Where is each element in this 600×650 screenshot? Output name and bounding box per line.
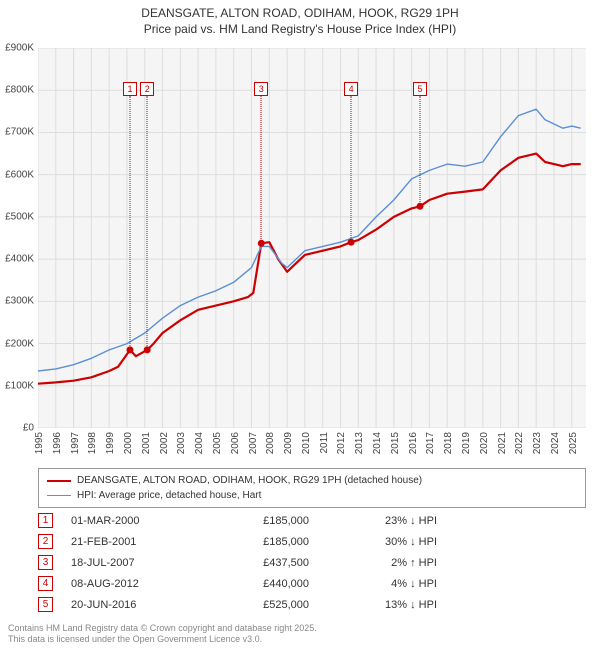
x-tick-label: 1997: [70, 432, 81, 454]
x-tick-label: 2021: [497, 432, 508, 454]
x-tick-label: 2000: [123, 432, 134, 454]
sale-diff: 2% ↑ HPI: [327, 557, 437, 569]
x-tick-label: 2023: [532, 432, 543, 454]
x-tick-label: 2008: [265, 432, 276, 454]
x-tick-label: 2005: [212, 432, 223, 454]
legend-item: HPI: Average price, detached house, Hart: [47, 488, 577, 503]
sale-marker: 3: [38, 555, 53, 570]
x-tick-label: 2011: [319, 432, 330, 454]
x-tick-label: 2010: [301, 432, 312, 454]
sale-price: £437,500: [209, 557, 309, 569]
y-tick-label: £0: [23, 423, 34, 434]
legend-swatch: [47, 480, 71, 482]
y-tick-label: £400K: [5, 254, 34, 265]
sales-table: 1 01-MAR-2000 £185,000 23% ↓ HPI 2 21-FEB-200…: [38, 510, 586, 615]
x-tick-label: 1999: [105, 432, 116, 454]
chart-marker: 5: [413, 82, 427, 96]
x-tick-label: 2018: [443, 432, 454, 454]
chart-title: DEANSGATE, ALTON ROAD, ODIHAM, HOOK, RG2…: [0, 0, 600, 37]
x-tick-label: 2019: [461, 432, 472, 454]
sale-row: 1 01-MAR-2000 £185,000 23% ↓ HPI: [38, 510, 586, 531]
chart-marker: 2: [140, 82, 154, 96]
legend: DEANSGATE, ALTON ROAD, ODIHAM, HOOK, RG2…: [38, 468, 586, 508]
y-tick-label: £200K: [5, 338, 34, 349]
x-tick-label: 1998: [87, 432, 98, 454]
chart-marker: 4: [344, 82, 358, 96]
y-tick-label: £700K: [5, 127, 34, 138]
x-tick-label: 2002: [159, 432, 170, 454]
marker-line: [147, 96, 148, 350]
x-tick-label: 2017: [425, 432, 436, 454]
x-tick-label: 2006: [230, 432, 241, 454]
title-line2: Price paid vs. HM Land Registry's House …: [0, 22, 600, 38]
x-tick-label: 2001: [141, 432, 152, 454]
x-tick-label: 2012: [336, 432, 347, 454]
y-tick-label: £800K: [5, 85, 34, 96]
marker-line: [261, 96, 262, 244]
y-tick-label: £300K: [5, 296, 34, 307]
x-tick-label: 2007: [248, 432, 259, 454]
y-tick-label: £900K: [5, 43, 34, 54]
y-tick-label: £600K: [5, 169, 34, 180]
marker-line: [129, 96, 130, 350]
x-tick-label: 2020: [479, 432, 490, 454]
chart-marker: 1: [123, 82, 137, 96]
footer-line1: Contains HM Land Registry data © Crown c…: [8, 623, 317, 635]
sale-price: £525,000: [209, 599, 309, 611]
sale-row: 3 18-JUL-2007 £437,500 2% ↑ HPI: [38, 552, 586, 573]
sale-price: £440,000: [209, 578, 309, 590]
sale-diff: 13% ↓ HPI: [327, 599, 437, 611]
x-tick-label: 2015: [390, 432, 401, 454]
y-axis: £0£100K£200K£300K£400K£500K£600K£700K£80…: [0, 48, 36, 428]
x-axis: 1995199619971998199920002001200220032004…: [38, 428, 586, 468]
sale-row: 5 20-JUN-2016 £525,000 13% ↓ HPI: [38, 594, 586, 615]
x-tick-label: 2014: [372, 432, 383, 454]
x-tick-label: 2016: [408, 432, 419, 454]
x-tick-label: 1996: [52, 432, 63, 454]
sale-row: 2 21-FEB-2001 £185,000 30% ↓ HPI: [38, 531, 586, 552]
plot-svg: [38, 48, 586, 428]
sale-diff: 23% ↓ HPI: [327, 515, 437, 527]
y-tick-label: £500K: [5, 211, 34, 222]
title-line1: DEANSGATE, ALTON ROAD, ODIHAM, HOOK, RG2…: [0, 6, 600, 22]
footer: Contains HM Land Registry data © Crown c…: [8, 623, 317, 646]
footer-line2: This data is licensed under the Open Gov…: [8, 634, 317, 646]
marker-line: [419, 96, 420, 207]
x-tick-label: 2022: [514, 432, 525, 454]
sale-marker: 5: [38, 597, 53, 612]
x-tick-label: 1995: [34, 432, 45, 454]
sale-price: £185,000: [209, 536, 309, 548]
sale-marker: 1: [38, 513, 53, 528]
sale-diff: 30% ↓ HPI: [327, 536, 437, 548]
legend-swatch: [47, 495, 71, 496]
sale-diff: 4% ↓ HPI: [327, 578, 437, 590]
sale-marker: 4: [38, 576, 53, 591]
sale-row: 4 08-AUG-2012 £440,000 4% ↓ HPI: [38, 573, 586, 594]
x-tick-label: 2024: [550, 432, 561, 454]
legend-label: DEANSGATE, ALTON ROAD, ODIHAM, HOOK, RG2…: [77, 473, 422, 488]
y-tick-label: £100K: [5, 380, 34, 391]
sale-date: 20-JUN-2016: [71, 599, 191, 611]
x-tick-label: 2003: [176, 432, 187, 454]
chart-container: DEANSGATE, ALTON ROAD, ODIHAM, HOOK, RG2…: [0, 0, 600, 650]
plot-area: 12 3 4 5: [38, 48, 586, 428]
sale-date: 18-JUL-2007: [71, 557, 191, 569]
chart-marker: 3: [254, 82, 268, 96]
x-tick-label: 2009: [283, 432, 294, 454]
sale-date: 01-MAR-2000: [71, 515, 191, 527]
marker-line: [351, 96, 352, 242]
sale-date: 21-FEB-2001: [71, 536, 191, 548]
legend-item: DEANSGATE, ALTON ROAD, ODIHAM, HOOK, RG2…: [47, 473, 577, 488]
x-tick-label: 2025: [568, 432, 579, 454]
sale-marker: 2: [38, 534, 53, 549]
x-tick-label: 2004: [194, 432, 205, 454]
sale-price: £185,000: [209, 515, 309, 527]
sale-date: 08-AUG-2012: [71, 578, 191, 590]
x-tick-label: 2013: [354, 432, 365, 454]
legend-label: HPI: Average price, detached house, Hart: [77, 488, 261, 503]
